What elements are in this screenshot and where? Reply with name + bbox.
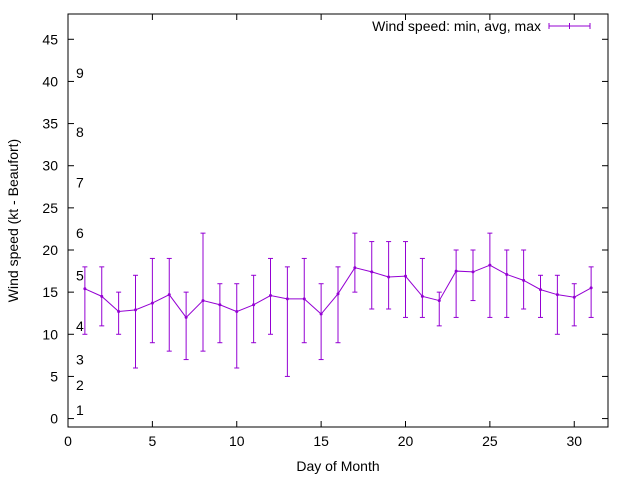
- average-point: [134, 308, 137, 312]
- error-bar: [217, 283, 223, 344]
- x-tick-label: 0: [64, 433, 72, 449]
- y-tick-label: 15: [42, 284, 58, 300]
- error-bar: [251, 274, 257, 344]
- series-layer: [82, 232, 594, 377]
- average-point: [555, 293, 559, 297]
- beaufort-label: 3: [76, 352, 84, 368]
- error-bar: [301, 257, 307, 344]
- average-point: [420, 294, 424, 298]
- beaufort-label: 4: [76, 318, 84, 334]
- error-bar: [538, 274, 543, 318]
- beaufort-label: 2: [76, 377, 84, 393]
- y-tick-label: 40: [42, 73, 58, 89]
- error-bar: [318, 283, 324, 361]
- average-point: [218, 303, 222, 307]
- y-tick-label: 30: [42, 158, 58, 174]
- beaufort-labels: 1 2 3 4 5 6 7 8 9: [76, 65, 84, 418]
- average-point: [252, 303, 256, 307]
- y-tick-label: 0: [50, 411, 58, 427]
- plot-frame: [67, 13, 609, 428]
- error-bar: [133, 274, 138, 369]
- average-point: [100, 294, 104, 298]
- beaufort-label: 6: [76, 225, 84, 241]
- error-bar: [554, 274, 560, 335]
- average-point: [285, 297, 289, 301]
- y-tick-label: 20: [42, 242, 58, 258]
- error-bar: [284, 266, 290, 377]
- average-point: [235, 310, 239, 314]
- average-point: [370, 270, 374, 274]
- beaufort-label: 5: [76, 267, 84, 283]
- error-bar: [453, 249, 459, 318]
- error-bar: [183, 291, 189, 361]
- average-point: [522, 278, 526, 282]
- average-point: [572, 295, 576, 299]
- legend-label: Wind speed: min, avg, max: [372, 18, 541, 34]
- error-bar: [419, 257, 425, 318]
- legend-sample: [548, 23, 591, 29]
- average-point: [184, 315, 188, 319]
- average-point: [353, 266, 357, 270]
- average-point: [117, 310, 121, 314]
- error-bar: [369, 241, 375, 310]
- average-point: [437, 299, 441, 303]
- error-bar: [403, 241, 408, 318]
- average-point: [302, 297, 306, 301]
- x-tick-label: 10: [229, 433, 245, 449]
- error-bar: [335, 266, 341, 344]
- error-bar: [116, 291, 122, 335]
- average-point: [269, 294, 272, 298]
- average-point: [404, 274, 407, 278]
- average-point: [454, 269, 458, 273]
- error-bar: [200, 232, 206, 352]
- x-tick-label: 20: [398, 433, 414, 449]
- legend: Wind speed: min, avg, max: [372, 18, 591, 34]
- error-bar: [149, 257, 155, 344]
- average-point: [336, 292, 340, 296]
- error-bar: [504, 249, 510, 318]
- average-point: [167, 293, 171, 297]
- x-tick-label: 30: [566, 433, 582, 449]
- average-point: [150, 301, 154, 305]
- y-tick-label: 45: [42, 31, 58, 47]
- average-point: [488, 263, 492, 267]
- y-tick-label: 25: [42, 200, 58, 216]
- beaufort-label: 8: [76, 124, 84, 140]
- error-bar: [82, 266, 88, 335]
- y-tick-label: 5: [50, 368, 58, 384]
- error-bar: [352, 232, 358, 293]
- y-tick-label: 10: [42, 326, 58, 342]
- error-bar: [487, 232, 493, 318]
- error-bar: [234, 283, 240, 369]
- error-bar: [386, 241, 392, 310]
- average-point: [319, 312, 323, 316]
- average-point: [539, 288, 542, 292]
- average-point: [505, 272, 509, 276]
- error-bar: [470, 249, 476, 302]
- error-bar: [571, 283, 577, 327]
- average-point: [589, 286, 593, 290]
- error-bar: [588, 266, 594, 318]
- x-axis-label: Day of Month: [296, 458, 379, 474]
- y-tick-label: 35: [42, 116, 58, 132]
- x-tick-label: 5: [148, 433, 156, 449]
- error-bar: [166, 257, 172, 352]
- average-point: [387, 275, 391, 279]
- x-tick-label: 15: [313, 433, 329, 449]
- beaufort-label: 1: [76, 402, 84, 418]
- beaufort-label: 9: [76, 65, 84, 81]
- x-tick-label: 25: [482, 433, 498, 449]
- average-point: [201, 299, 205, 303]
- y-axis-label: Wind speed (kt - Beaufort): [5, 139, 21, 302]
- average-point: [471, 270, 475, 274]
- error-bar: [436, 291, 442, 327]
- beaufort-label: 7: [76, 175, 84, 191]
- average-point: [83, 287, 87, 291]
